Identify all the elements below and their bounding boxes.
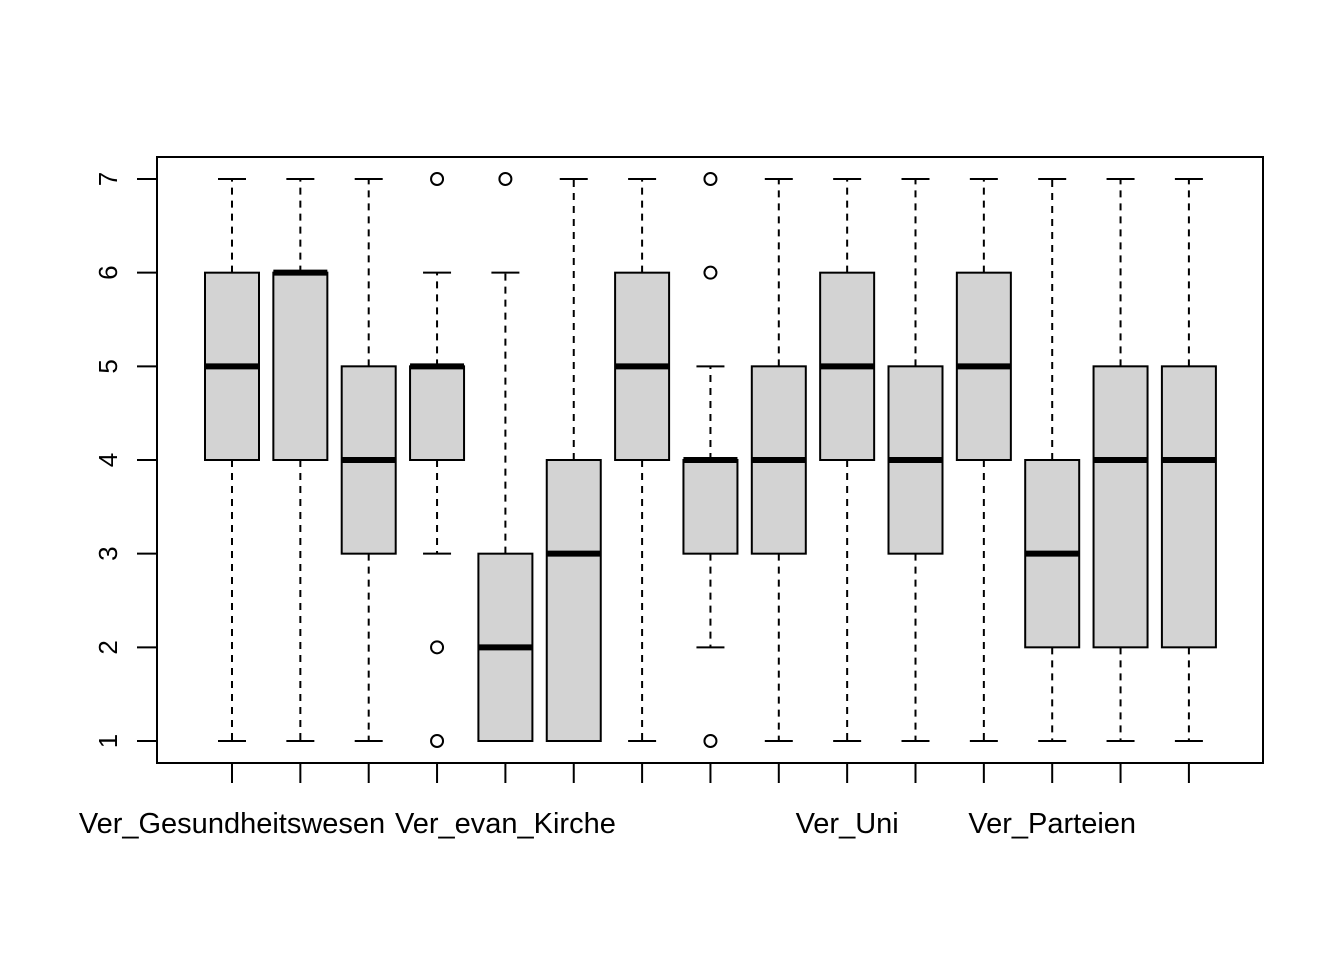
box-5 bbox=[477, 172, 534, 743]
outlier-point bbox=[498, 172, 513, 186]
box-6 bbox=[545, 178, 602, 742]
box-iqr bbox=[272, 271, 329, 461]
box-4 bbox=[409, 172, 466, 748]
box-13 bbox=[1024, 178, 1081, 742]
box-10 bbox=[819, 178, 876, 742]
x-axis: Ver_Gesundheitswesen Ver_evan_Kirche Ver_U… bbox=[79, 762, 1190, 840]
y-tick-label: 4 bbox=[93, 453, 123, 467]
y-tick-label: 7 bbox=[93, 172, 123, 186]
box-9 bbox=[750, 178, 807, 742]
x-tick-label: Ver_Gesundheitswesen bbox=[79, 808, 385, 840]
y-tick-label: 5 bbox=[93, 359, 123, 373]
y-tick-label: 6 bbox=[93, 265, 123, 279]
box-iqr bbox=[682, 459, 739, 555]
outlier-point bbox=[430, 734, 445, 748]
outlier-point bbox=[430, 640, 445, 655]
box-8 bbox=[682, 172, 739, 748]
box-iqr bbox=[1092, 365, 1149, 649]
box-iqr bbox=[409, 365, 466, 462]
y-axis: 1 2 3 4 5 6 7 bbox=[93, 172, 158, 748]
y-tick-label: 1 bbox=[93, 734, 123, 748]
box-iqr bbox=[545, 459, 602, 742]
box-15 bbox=[1160, 178, 1217, 742]
outlier-point bbox=[430, 172, 445, 186]
y-tick-label: 3 bbox=[93, 546, 123, 560]
box-14 bbox=[1092, 178, 1149, 742]
box-7 bbox=[614, 178, 671, 742]
box-12 bbox=[955, 178, 1012, 742]
outlier-point bbox=[703, 734, 718, 748]
x-tick-label: Ver_Parteien bbox=[968, 808, 1136, 840]
outlier-point bbox=[703, 172, 718, 186]
box-iqr bbox=[1160, 365, 1217, 649]
box-3 bbox=[340, 178, 397, 742]
boxes-layer bbox=[204, 172, 1217, 748]
x-tick-label: Ver_Uni bbox=[796, 808, 899, 840]
x-tick-label: Ver_evan_Kirche bbox=[395, 808, 616, 840]
box-2 bbox=[272, 178, 329, 742]
box-11 bbox=[887, 178, 944, 742]
box-1 bbox=[204, 178, 260, 742]
y-tick-label: 2 bbox=[93, 640, 123, 654]
outlier-point bbox=[703, 265, 718, 280]
